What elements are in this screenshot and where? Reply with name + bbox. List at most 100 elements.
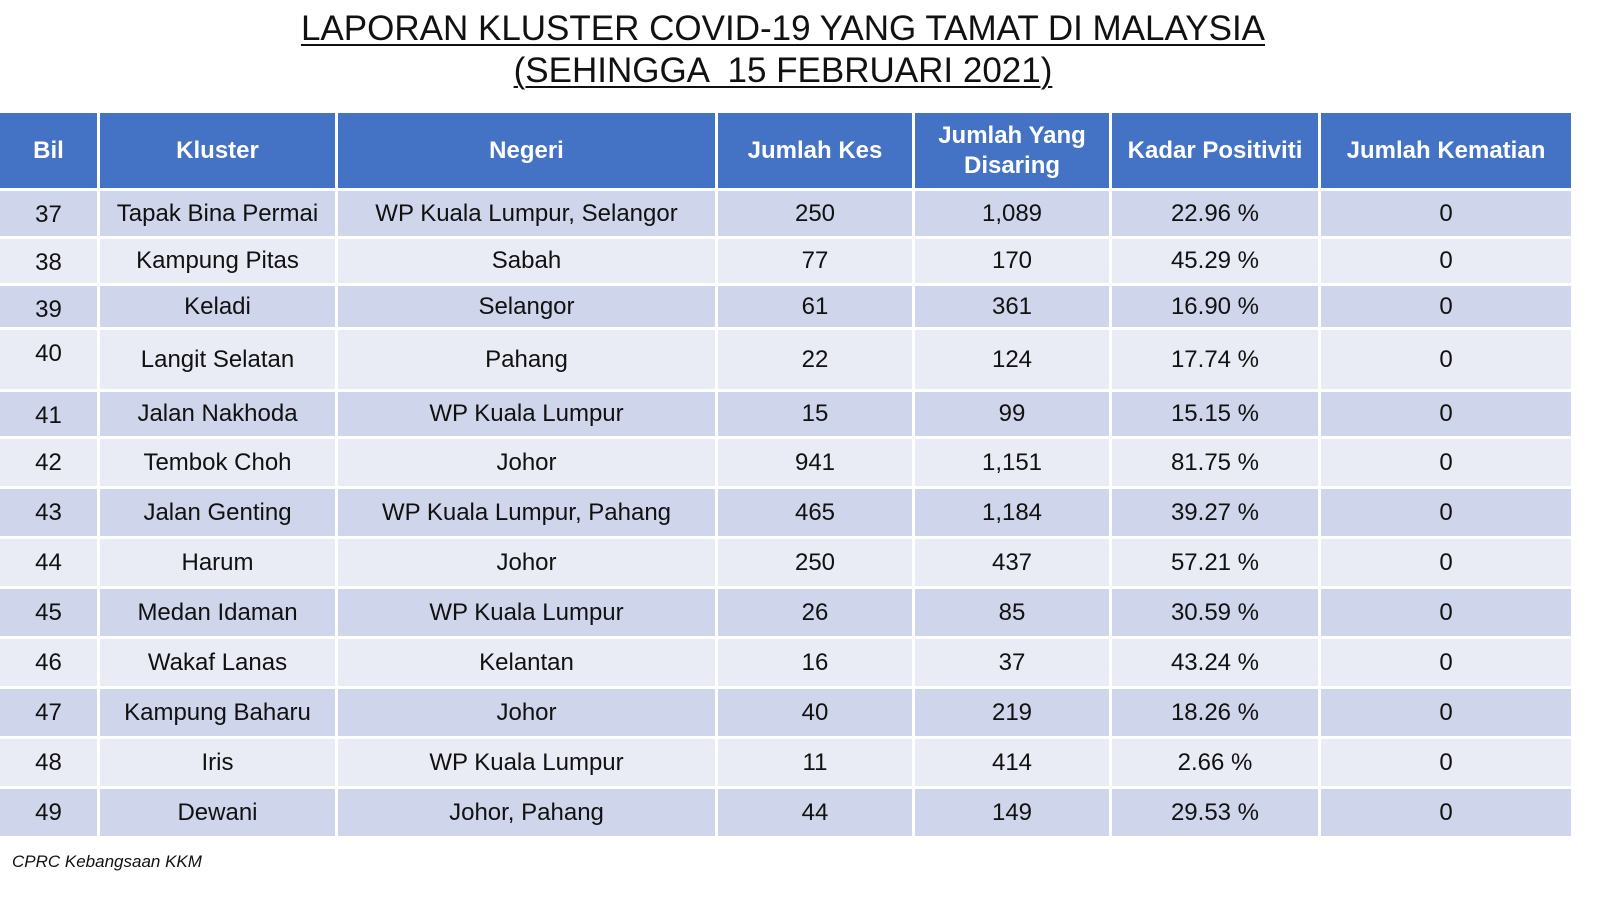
cell-bil: 42 (0, 439, 97, 486)
cell-negeri: WP Kuala Lumpur, Selangor (338, 191, 715, 236)
cell-kadar-positiviti: 81.75 % (1112, 439, 1318, 486)
cell-jumlah-disaring: 85 (915, 589, 1109, 636)
cell-kadar-positiviti: 15.15 % (1112, 392, 1318, 436)
cell-bil: 44 (0, 539, 97, 586)
table-row: 42 Tembok Choh Johor 941 1,151 81.75 % 0 (0, 439, 1571, 486)
cell-kadar-positiviti: 45.29 % (1112, 239, 1318, 283)
cell-jumlah-kes: 941 (718, 439, 912, 486)
table-row: 43 Jalan Genting WP Kuala Lumpur, Pahang 46… (0, 489, 1571, 536)
table-row: 47 Kampung Baharu Johor 40 219 18.26 % 0 (0, 689, 1571, 736)
title-line-1: LAPORAN KLUSTER COVID-19 YANG TAMAT DI M… (300, 9, 1266, 48)
table-row: 37 Tapak Bina Permai WP Kuala Lumpur, Sela… (0, 191, 1571, 236)
cell-jumlah-kes: 44 (718, 789, 912, 836)
cell-kadar-positiviti: 43.24 % (1112, 639, 1318, 686)
cell-kadar-positiviti: 16.90 % (1112, 286, 1318, 327)
cell-bil: 40 (0, 330, 97, 389)
cell-kluster: Harum (100, 539, 335, 586)
header-bil: Bil (0, 113, 97, 188)
cell-negeri: Selangor (338, 286, 715, 327)
cell-jumlah-kes: 26 (718, 589, 912, 636)
table-row: 45 Medan Idaman WP Kuala Lumpur 26 85 30.59 %… (0, 589, 1571, 636)
cell-kluster: Jalan Genting (100, 489, 335, 536)
cell-negeri: Johor, Pahang (338, 789, 715, 836)
cell-jumlah-kes: 40 (718, 689, 912, 736)
cell-jumlah-kes: 250 (718, 539, 912, 586)
cell-jumlah-disaring: 37 (915, 639, 1109, 686)
table-header-row: Bil Kluster Negeri Jumlah Kes Jumlah Yan… (0, 113, 1571, 188)
cell-jumlah-kematian: 0 (1321, 739, 1571, 786)
cell-kadar-positiviti: 22.96 % (1112, 191, 1318, 236)
cell-jumlah-disaring: 361 (915, 286, 1109, 327)
cell-kadar-positiviti: 57.21 % (1112, 539, 1318, 586)
cell-jumlah-kematian: 0 (1321, 589, 1571, 636)
title-line-2: (SEHINGGA 15 FEBRUARI 2021) (513, 51, 1053, 90)
table-row: 40 Langit Selatan Pahang 22 124 17.74 % 0 (0, 330, 1571, 389)
cell-jumlah-disaring: 1,089 (915, 191, 1109, 236)
cell-jumlah-disaring: 219 (915, 689, 1109, 736)
cell-jumlah-kematian: 0 (1321, 191, 1571, 236)
cell-bil: 49 (0, 789, 97, 836)
cell-jumlah-kes: 465 (718, 489, 912, 536)
cell-jumlah-kematian: 0 (1321, 239, 1571, 283)
cell-negeri: WP Kuala Lumpur (338, 739, 715, 786)
cell-jumlah-disaring: 414 (915, 739, 1109, 786)
report-title: LAPORAN KLUSTER COVID-19 YANG TAMAT DI M… (0, 8, 1566, 92)
source-footer: CPRC Kebangsaan KKM (12, 852, 202, 871)
header-negeri: Negeri (338, 113, 715, 188)
cell-jumlah-disaring: 1,184 (915, 489, 1109, 536)
cell-negeri: Johor (338, 439, 715, 486)
table-row: 48 Iris WP Kuala Lumpur 11 414 2.66 % 0 (0, 739, 1571, 786)
cell-jumlah-kes: 61 (718, 286, 912, 327)
cell-jumlah-kematian: 0 (1321, 330, 1571, 389)
table-row: 41 Jalan Nakhoda WP Kuala Lumpur 15 99 15.15 … (0, 392, 1571, 436)
cell-jumlah-disaring: 170 (915, 239, 1109, 283)
cell-negeri: WP Kuala Lumpur (338, 392, 715, 436)
cell-kluster: Tapak Bina Permai (100, 191, 335, 236)
cell-jumlah-kes: 250 (718, 191, 912, 236)
cell-jumlah-kematian: 0 (1321, 689, 1571, 736)
cell-bil: 38 (0, 239, 97, 283)
cell-jumlah-kematian: 0 (1321, 539, 1571, 586)
cell-negeri: Sabah (338, 239, 715, 283)
table-row: 49 Dewani Johor, Pahang 44 149 29.53 % 0 (0, 789, 1571, 836)
cell-kluster: Dewani (100, 789, 335, 836)
cell-kluster: Langit Selatan (100, 330, 335, 389)
cell-jumlah-kematian: 0 (1321, 286, 1571, 327)
cell-jumlah-kematian: 0 (1321, 489, 1571, 536)
cell-jumlah-disaring: 149 (915, 789, 1109, 836)
cell-negeri: Johor (338, 689, 715, 736)
table-row: 44 Harum Johor 250 437 57.21 % 0 (0, 539, 1571, 586)
cell-kluster: Wakaf Lanas (100, 639, 335, 686)
cell-jumlah-kematian: 0 (1321, 439, 1571, 486)
cell-bil: 43 (0, 489, 97, 536)
header-jumlah-disaring: Jumlah Yang Disaring (915, 113, 1109, 188)
cell-kluster: Medan Idaman (100, 589, 335, 636)
header-jumlah-kes: Jumlah Kes (718, 113, 912, 188)
cell-negeri: Kelantan (338, 639, 715, 686)
cell-jumlah-kes: 15 (718, 392, 912, 436)
cell-kadar-positiviti: 39.27 % (1112, 489, 1318, 536)
cell-jumlah-kes: 16 (718, 639, 912, 686)
cell-bil: 45 (0, 589, 97, 636)
cell-kluster: Tembok Choh (100, 439, 335, 486)
table-row: 39 Keladi Selangor 61 361 16.90 % 0 (0, 286, 1571, 327)
cell-bil: 41 (0, 392, 97, 436)
cell-bil: 39 (0, 286, 97, 327)
table-row: 46 Wakaf Lanas Kelantan 16 37 43.24 % 0 (0, 639, 1571, 686)
cell-kluster: Iris (100, 739, 335, 786)
cell-kluster: Kampung Pitas (100, 239, 335, 283)
cell-jumlah-disaring: 99 (915, 392, 1109, 436)
cell-kadar-positiviti: 29.53 % (1112, 789, 1318, 836)
header-kadar-positiviti: Kadar Positiviti (1112, 113, 1318, 188)
cluster-table: Bil Kluster Negeri Jumlah Kes Jumlah Yan… (0, 110, 1574, 839)
cell-jumlah-disaring: 124 (915, 330, 1109, 389)
cell-kadar-positiviti: 18.26 % (1112, 689, 1318, 736)
cell-jumlah-kematian: 0 (1321, 639, 1571, 686)
header-jumlah-kematian: Jumlah Kematian (1321, 113, 1571, 188)
cell-jumlah-kes: 22 (718, 330, 912, 389)
cell-jumlah-kematian: 0 (1321, 789, 1571, 836)
cell-negeri: WP Kuala Lumpur, Pahang (338, 489, 715, 536)
cell-negeri: WP Kuala Lumpur (338, 589, 715, 636)
cell-kadar-positiviti: 2.66 % (1112, 739, 1318, 786)
